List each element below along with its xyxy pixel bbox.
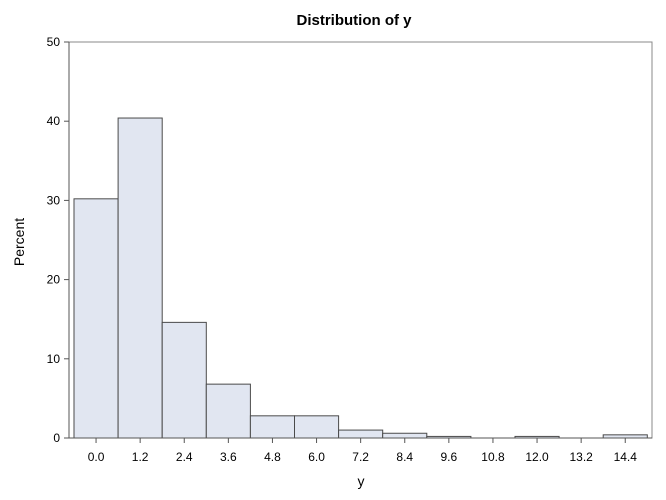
histogram-bar-8.4: [382, 432, 428, 439]
x-tick-label: 9.6: [441, 450, 458, 464]
x-tick-label: 7.2: [352, 450, 369, 464]
x-tick-label: 6.0: [308, 450, 325, 464]
x-tick-label: 3.6: [220, 450, 237, 464]
histogram-bar-7.2: [338, 429, 384, 439]
histogram-bar-4.8: [249, 415, 295, 439]
y-tick-label: 10: [47, 352, 61, 366]
y-axis: 0 10 20 30 40 50: [47, 35, 70, 445]
y-tick-label: 40: [47, 114, 61, 128]
y-tick-label: 50: [47, 35, 61, 49]
x-axis: 0.0 1.2 2.4 3.6 4.8 6.0 7.2 8.4 9.6 10.8 12.0 13.2 1…: [69, 437, 652, 464]
histogram-bar-3.6: [205, 383, 251, 439]
x-tick-label: 13.2: [569, 450, 593, 464]
x-axis-label: y: [358, 473, 365, 489]
x-tick-label: 12.0: [525, 450, 549, 464]
y-tick-label: 0: [53, 431, 60, 445]
y-axis-label: Percent: [11, 218, 27, 266]
histogram-bar-1.2: [117, 117, 163, 439]
histogram-bar-2.4: [161, 321, 207, 439]
chart-title: Distribution of y: [297, 12, 413, 29]
x-tick-label: 4.8: [264, 450, 281, 464]
x-tick-label: 0.0: [88, 450, 105, 464]
x-tick-label: 2.4: [176, 450, 193, 464]
bars-group: [73, 117, 648, 439]
y-tick-label: 30: [47, 193, 61, 207]
y-tick-label: 20: [47, 273, 61, 287]
histogram-bar-6.0: [294, 415, 340, 439]
x-tick-label: 10.8: [481, 450, 505, 464]
x-tick-label: 1.2: [132, 450, 149, 464]
histogram-bar-0.0: [73, 198, 119, 439]
x-tick-label: 14.4: [614, 450, 638, 464]
x-tick-label: 8.4: [396, 450, 413, 464]
